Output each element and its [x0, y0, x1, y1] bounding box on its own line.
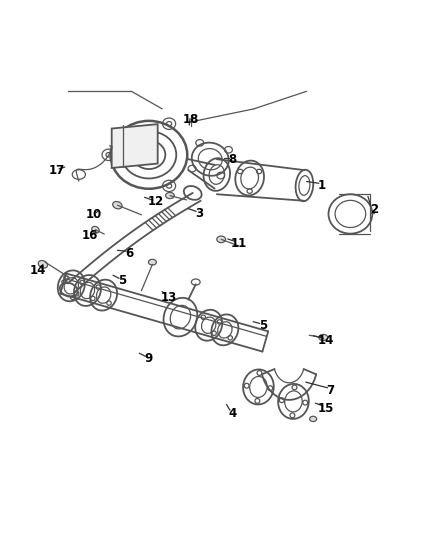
- Ellipse shape: [92, 227, 99, 233]
- Text: 1: 1: [318, 179, 326, 192]
- Text: 18: 18: [182, 114, 199, 126]
- Text: 3: 3: [195, 207, 203, 221]
- Text: 12: 12: [147, 195, 164, 208]
- Ellipse shape: [310, 416, 317, 422]
- Text: 8: 8: [228, 152, 236, 166]
- Text: 16: 16: [81, 229, 98, 243]
- Text: 4: 4: [228, 407, 236, 419]
- Ellipse shape: [166, 192, 174, 199]
- Text: 15: 15: [318, 402, 335, 415]
- Text: 14: 14: [30, 264, 46, 277]
- Ellipse shape: [319, 334, 328, 341]
- Ellipse shape: [38, 261, 48, 268]
- Text: 5: 5: [119, 274, 127, 287]
- Text: 13: 13: [160, 290, 177, 304]
- Polygon shape: [112, 124, 158, 168]
- Text: 5: 5: [259, 319, 267, 332]
- Ellipse shape: [148, 260, 156, 265]
- Text: 17: 17: [49, 164, 65, 176]
- Text: 10: 10: [86, 208, 102, 221]
- Text: 9: 9: [145, 352, 153, 365]
- Ellipse shape: [113, 201, 122, 209]
- Ellipse shape: [217, 236, 226, 243]
- Ellipse shape: [145, 151, 153, 158]
- Text: 14: 14: [318, 335, 335, 348]
- Text: 6: 6: [125, 247, 133, 260]
- Text: 7: 7: [327, 384, 335, 397]
- Text: 2: 2: [371, 203, 378, 216]
- Text: 11: 11: [230, 237, 247, 250]
